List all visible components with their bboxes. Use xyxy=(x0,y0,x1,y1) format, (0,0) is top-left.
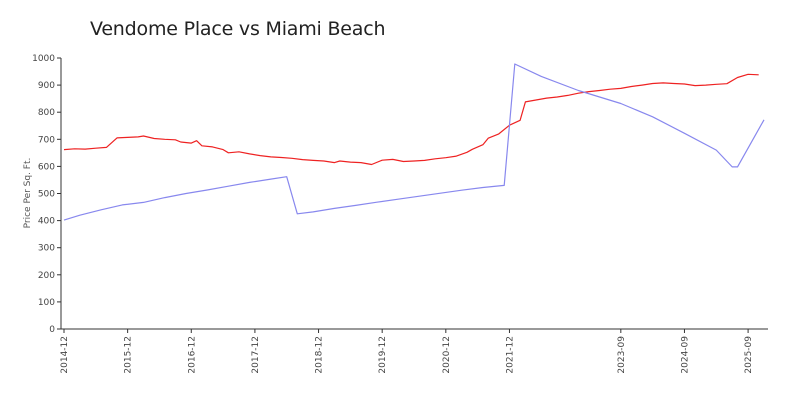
y-tick-label: 100 xyxy=(38,298,55,308)
axes: 0 100 200 300 400 500 600 700 800 900 1000 2014-12… xyxy=(32,54,768,374)
y-ticks: 0 100 200 300 400 500 600 700 800 900 1000 xyxy=(32,54,61,335)
x-tick-label: 2017-12 xyxy=(251,336,261,374)
y-tick-label: 300 xyxy=(38,244,55,254)
x-tick-label: 2018-12 xyxy=(315,336,325,374)
y-tick-label: 900 xyxy=(38,81,55,91)
x-ticks: 2014-12 2015-12 2016-12 2017-12 2018-12 2019-… xyxy=(60,329,754,374)
series-line-1 xyxy=(63,73,759,166)
x-tick-label: 2014-12 xyxy=(60,336,70,374)
series-layer xyxy=(63,63,765,221)
y-tick-label: 500 xyxy=(38,190,55,200)
y-tick-label: 600 xyxy=(38,162,55,172)
x-tick-label: 2016-12 xyxy=(187,336,197,374)
x-tick-label: 2024-09 xyxy=(680,336,690,374)
y-tick-label: 0 xyxy=(49,325,55,335)
y-tick-label: 700 xyxy=(38,135,55,145)
y-tick-label: 800 xyxy=(38,108,55,118)
x-tick-label: 2025-09 xyxy=(744,336,754,374)
x-tick-label: 2023-09 xyxy=(617,336,627,374)
y-tick-label: 1000 xyxy=(32,54,55,64)
series-line-2 xyxy=(63,63,765,221)
x-tick-label: 2015-12 xyxy=(124,336,134,374)
y-tick-label: 200 xyxy=(38,271,55,281)
x-tick-label: 2021-12 xyxy=(505,336,515,374)
y-tick-label: 400 xyxy=(38,217,55,227)
chart-title: Vendome Place vs Miami Beach xyxy=(90,18,386,40)
x-tick-label: 2019-12 xyxy=(378,336,388,374)
y-axis-title: Price Per Sq. Ft. xyxy=(23,158,33,229)
x-tick-label: 2020-12 xyxy=(442,336,452,374)
